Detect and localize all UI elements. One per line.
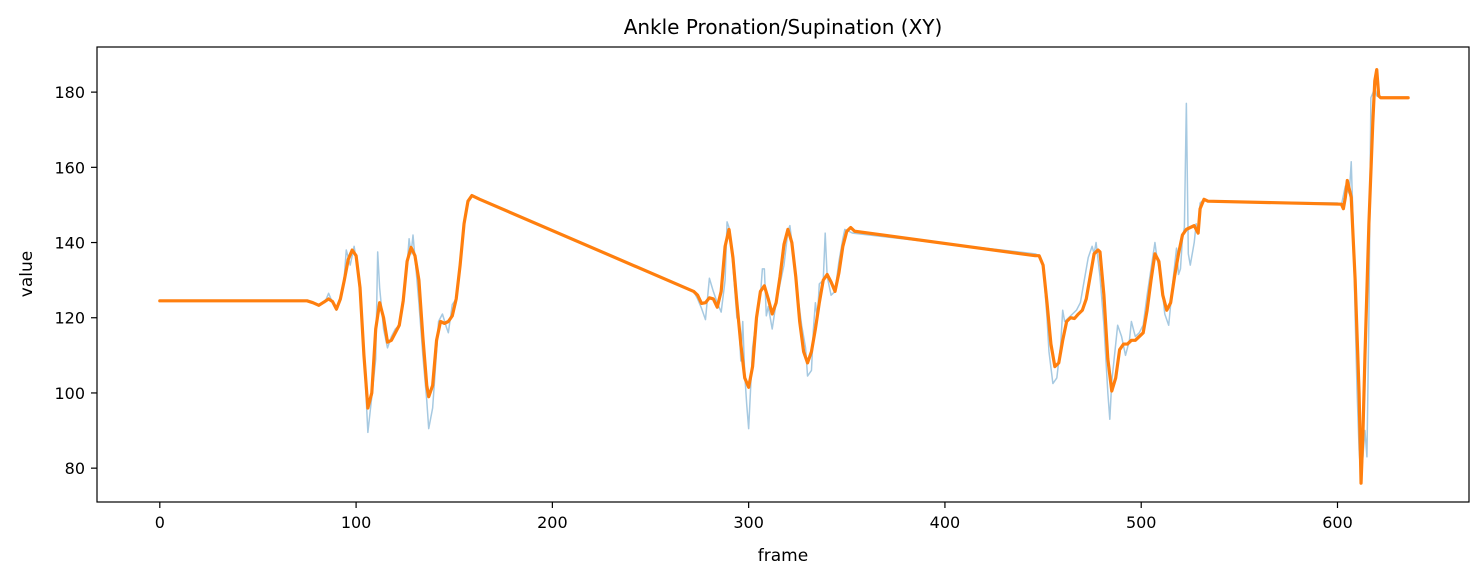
chart-title: Ankle Pronation/Supination (XY)	[624, 15, 943, 39]
y-tick-label: 80	[65, 459, 85, 478]
y-tick-label: 160	[54, 158, 85, 177]
axis-ticks: 0 100 200 300 400 500 600 80 100 120 140 160 180	[54, 83, 1352, 532]
y-axis-label: value	[17, 251, 37, 297]
y-tick-label: 140	[54, 234, 85, 253]
x-tick-label: 400	[930, 513, 961, 532]
x-tick-label: 500	[1126, 513, 1157, 532]
x-tick-label: 100	[341, 513, 372, 532]
plot-frame	[96, 46, 1470, 503]
x-tick-label: 300	[733, 513, 764, 532]
series-line-raw	[159, 87, 1409, 481]
x-tick-label: 0	[155, 513, 165, 532]
x-tick-label: 600	[1322, 513, 1353, 532]
y-tick-label: 120	[54, 309, 85, 328]
y-tick-label: 180	[54, 83, 85, 102]
x-axis-label: frame	[758, 546, 808, 566]
y-tick-label: 100	[54, 384, 85, 403]
series-layer	[158, 67, 1410, 485]
x-tick-label: 200	[537, 513, 568, 532]
series-line-smoothed	[158, 67, 1410, 485]
